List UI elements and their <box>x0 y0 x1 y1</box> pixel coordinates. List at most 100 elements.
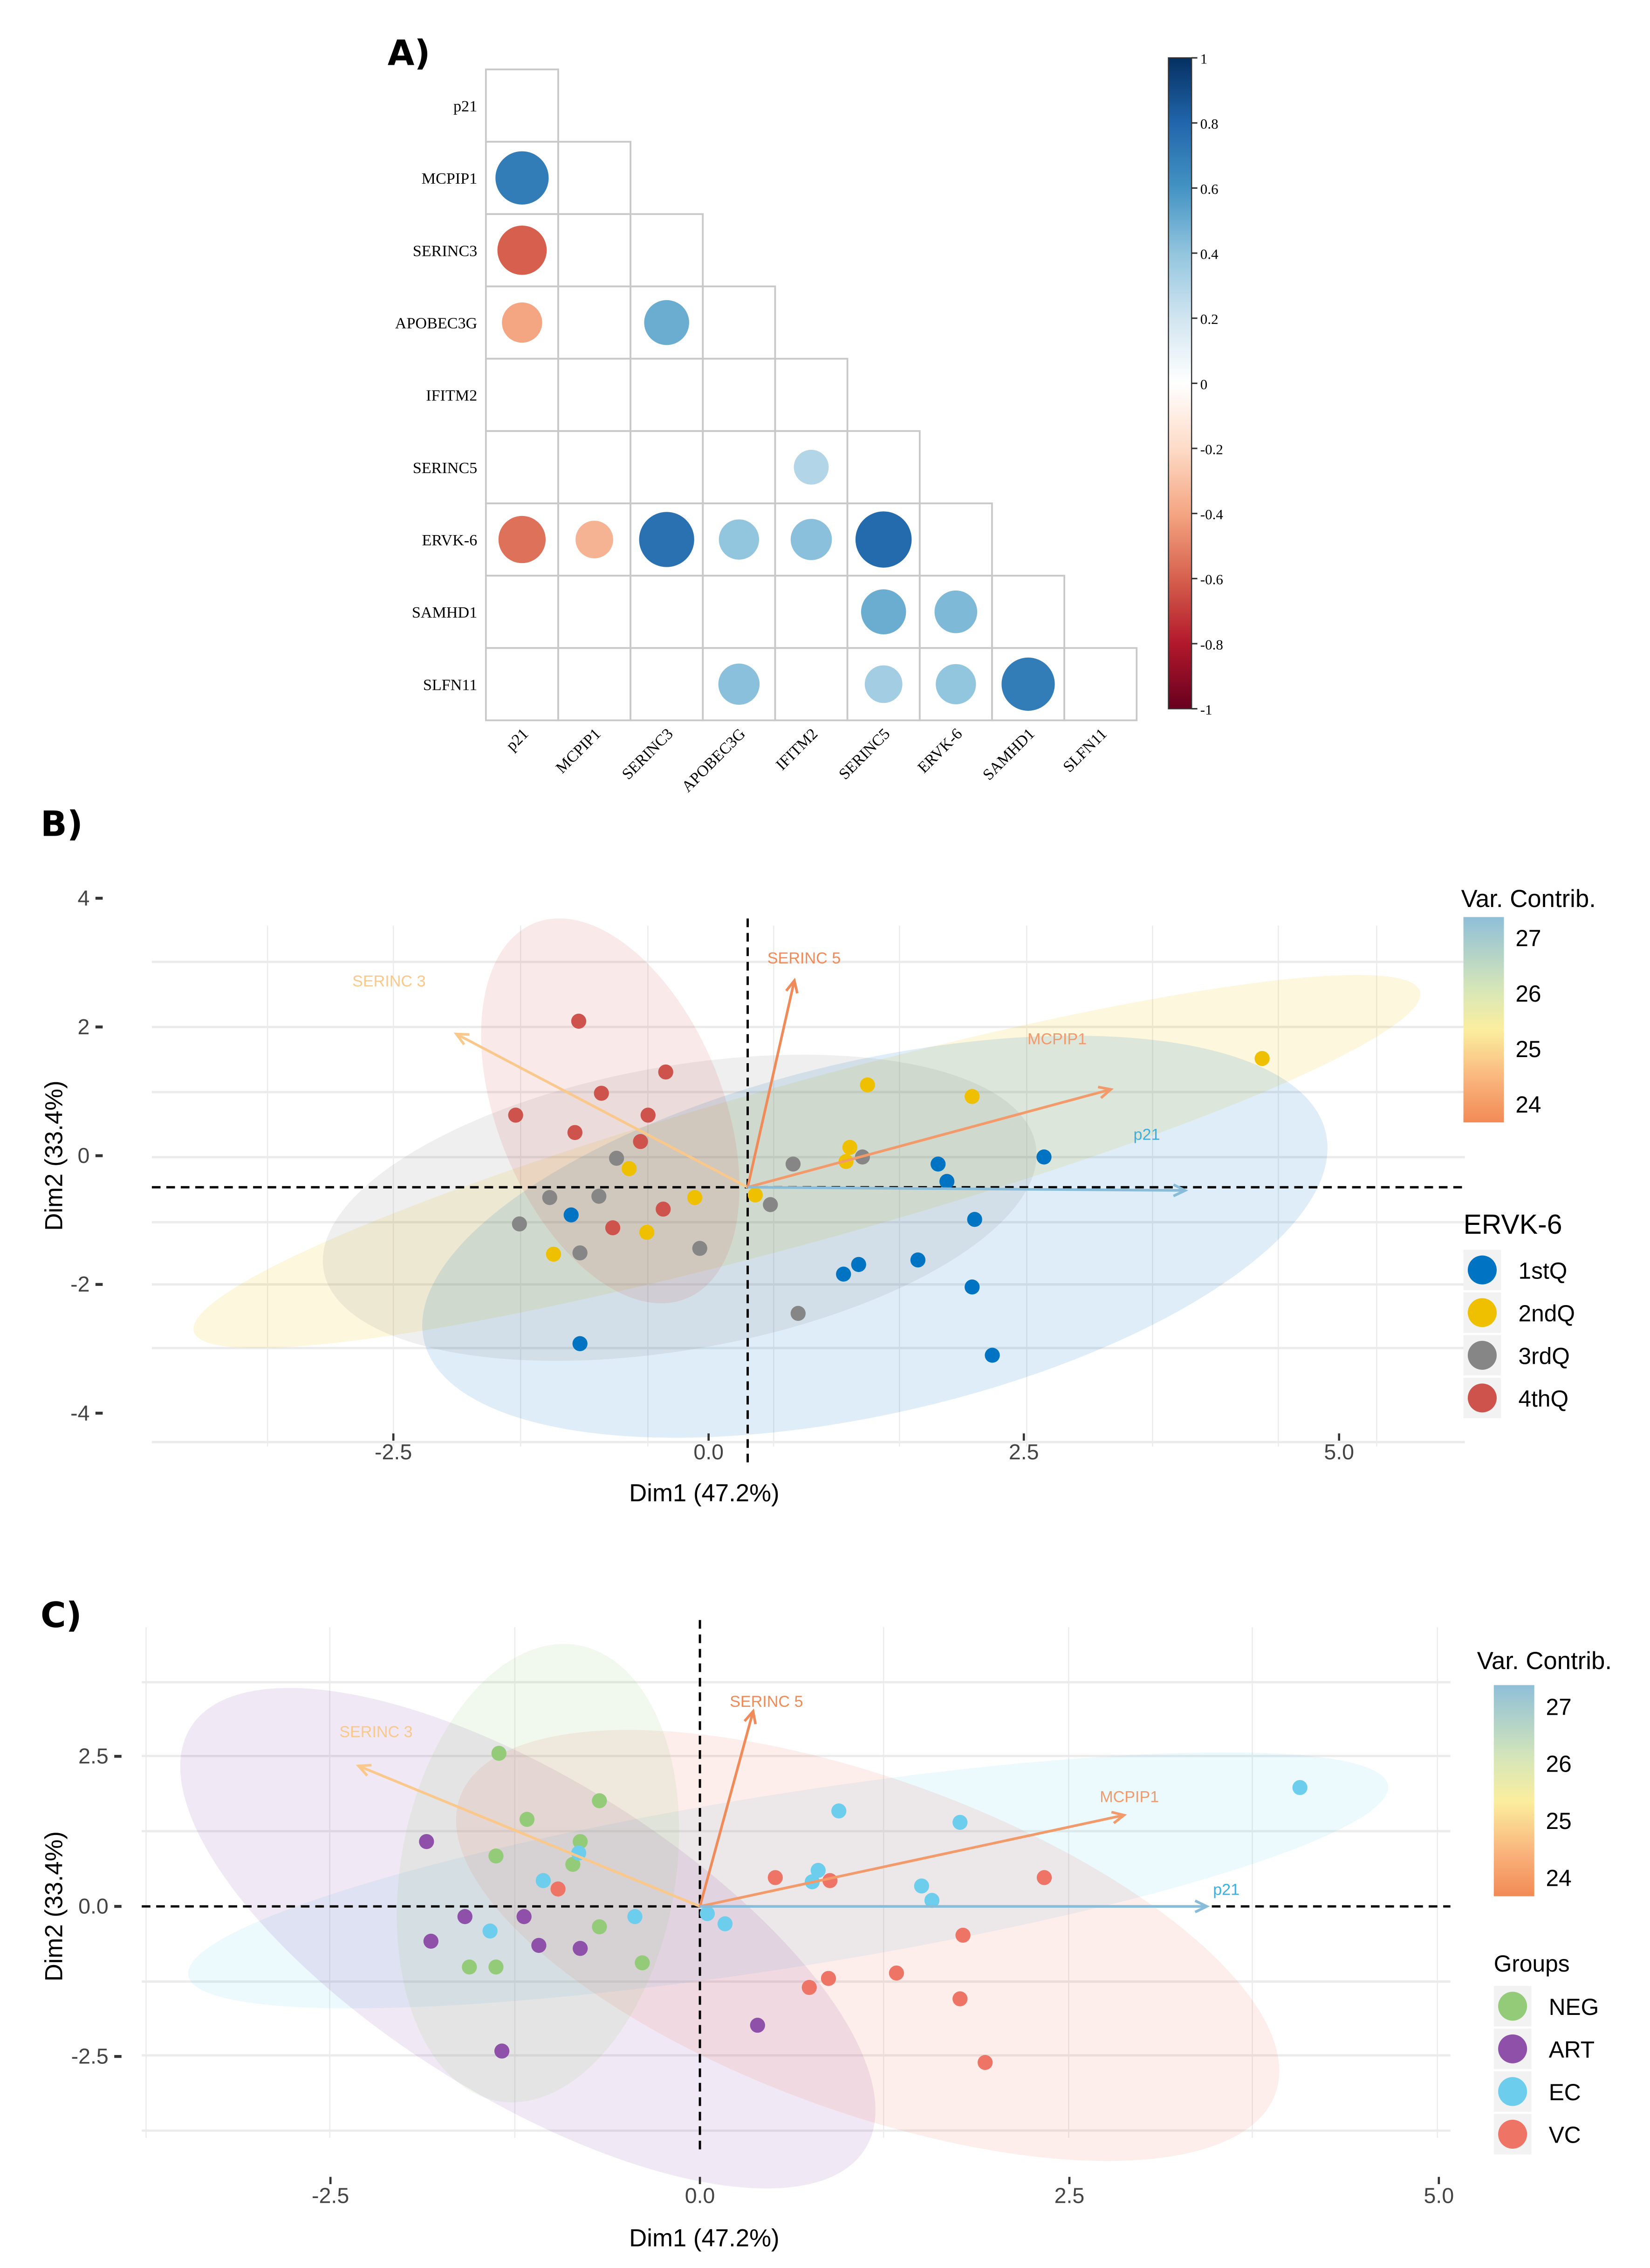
point-NEG <box>491 1746 507 1761</box>
legend-item-EC: EC <box>1493 2071 1581 2112</box>
legend-item-1stQ: 1stQ <box>1463 1250 1567 1291</box>
point-NEG <box>635 1955 650 1971</box>
gradient-tick-label: 25 <box>1515 1036 1541 1062</box>
legend-item-ART: ART <box>1493 2028 1595 2069</box>
correlation-circle-MCPIP1-p21 <box>495 151 549 205</box>
correlation-circle-APOBEC3G-p21 <box>502 302 542 343</box>
colorbar-tick-label: 1 <box>1200 51 1208 67</box>
arrow-label: SERINC 3 <box>339 1723 412 1741</box>
row-label: SERINC3 <box>413 242 477 260</box>
point-3rdQ <box>542 1190 557 1205</box>
arrow-label: SERINC 5 <box>730 1693 803 1711</box>
grid-cell <box>918 502 993 577</box>
grid-cell <box>557 285 631 360</box>
row-label: APOBEC3G <box>395 315 477 332</box>
column-label: IFITM2 <box>773 725 821 774</box>
point-NEG <box>519 1812 535 1827</box>
loading-arrow-SERINC 5 <box>746 980 796 1188</box>
point-ART <box>494 2043 510 2059</box>
arrow-label: p21 <box>1134 1126 1160 1143</box>
gradient-tick-label: 26 <box>1546 1751 1572 1777</box>
legend-swatch <box>1498 2034 1527 2063</box>
correlation-circle-SLFN11-SERINC5 <box>864 665 903 703</box>
confidence-ellipse-2ndQ <box>193 975 1421 1348</box>
point-VC <box>821 1971 836 1986</box>
gradient-legend-title: Var. Contrib. <box>1461 885 1596 913</box>
pca-biplot-groups: SERINC 3 SERINC 5 MCPIP1 p21 -2.5 0.0 2.5 5.0 2.… <box>41 1620 1612 2252</box>
point-1stQ <box>563 1207 579 1223</box>
gradient-legend-bar <box>1493 1685 1534 1897</box>
point-EC <box>831 1803 847 1819</box>
y-tick-label: 2.5 <box>78 1744 109 1768</box>
point-2ndQ <box>965 1089 980 1104</box>
grid-cell <box>630 213 704 288</box>
legend-item-2ndQ: 2ndQ <box>1463 1292 1575 1333</box>
point-3rdQ <box>763 1197 778 1212</box>
correlation-circle-ERVK-6-IFITM2 <box>790 519 832 560</box>
arrow-label: MCPIP1 <box>1100 1788 1159 1806</box>
column-label: APOBEC3G <box>678 725 749 796</box>
legend-swatch <box>1498 1992 1527 2021</box>
y-tick-label: 0.0 <box>78 1894 109 1918</box>
grid-cell <box>485 647 559 722</box>
grid-cell <box>557 213 631 288</box>
grid-cell <box>485 430 559 504</box>
point-2ndQ <box>1254 1051 1270 1066</box>
column-label: ERVK-6 <box>915 725 966 777</box>
point-ART <box>516 1909 532 1924</box>
column-label: SERINC3 <box>619 725 677 783</box>
confidence-ellipse-ART <box>180 1688 876 2189</box>
point-VC <box>1036 1870 1052 1885</box>
correlation-circle-SLFN11-SAMHD1 <box>1001 657 1055 711</box>
point-EC <box>914 1878 929 1894</box>
correlation-circle-SLFN11-APOBEC3G <box>718 663 760 705</box>
point-2ndQ <box>860 1077 875 1093</box>
arrow-label: p21 <box>1213 1881 1239 1898</box>
point-VC <box>550 1881 566 1897</box>
arrowhead <box>1111 1811 1127 1824</box>
loading-arrow-p21 <box>747 1186 1185 1192</box>
x-tick-label: 2.5 <box>1009 1440 1039 1464</box>
point-NEG <box>462 1959 477 1975</box>
point-3rdQ <box>692 1241 707 1256</box>
correlation-circle-SAMHD1-SERINC5 <box>861 589 906 634</box>
point-3rdQ <box>512 1216 527 1232</box>
point-VC <box>955 1927 971 1943</box>
point-EC <box>717 1916 733 1931</box>
legend-swatch <box>1467 1340 1497 1370</box>
y-tick-label: 0 <box>78 1143 90 1168</box>
loading-arrow-MCPIP1 <box>699 1814 1124 1908</box>
x-tick-label: 2.5 <box>1054 2183 1085 2207</box>
arrowhead <box>743 1708 757 1725</box>
point-1stQ <box>836 1266 851 1282</box>
point-EC <box>952 1814 968 1830</box>
grid-cell <box>702 357 776 432</box>
grid-cell <box>557 357 631 432</box>
correlation-circle-SAMHD1-ERVK-6 <box>934 590 978 633</box>
grid-cell <box>557 575 631 649</box>
panel-c-label: C) <box>41 1595 82 1636</box>
point-EC <box>924 1893 940 1908</box>
loading-arrow-SERINC 3 <box>358 1765 701 1908</box>
point-NEG <box>488 1959 504 1975</box>
legend-label: ART <box>1549 2036 1595 2062</box>
point-ART <box>531 1938 547 1953</box>
confidence-ellipse-NEG <box>397 1644 679 2103</box>
row-label: SAMHD1 <box>412 604 477 621</box>
legend-swatch <box>1467 1255 1497 1285</box>
point-1stQ <box>985 1347 1000 1363</box>
point-2ndQ <box>622 1161 637 1176</box>
correlation-circle-APOBEC3G-SERINC3 <box>644 300 689 345</box>
point-4thQ <box>605 1220 621 1236</box>
point-EC <box>1292 1780 1308 1795</box>
loading-arrow-SERINC 5 <box>698 1711 754 1907</box>
grid-cell <box>630 430 704 504</box>
gradient-tick-label: 27 <box>1515 925 1541 951</box>
correlation-circle-SERINC3-p21 <box>497 225 547 275</box>
row-label: SERINC5 <box>413 460 477 477</box>
loading-arrow-MCPIP1 <box>747 1088 1111 1189</box>
gradient-tick-label: 27 <box>1546 1694 1572 1720</box>
panel-a-label: A) <box>388 33 431 74</box>
column-label: SAMHD1 <box>979 725 1038 783</box>
point-1stQ <box>939 1174 955 1189</box>
